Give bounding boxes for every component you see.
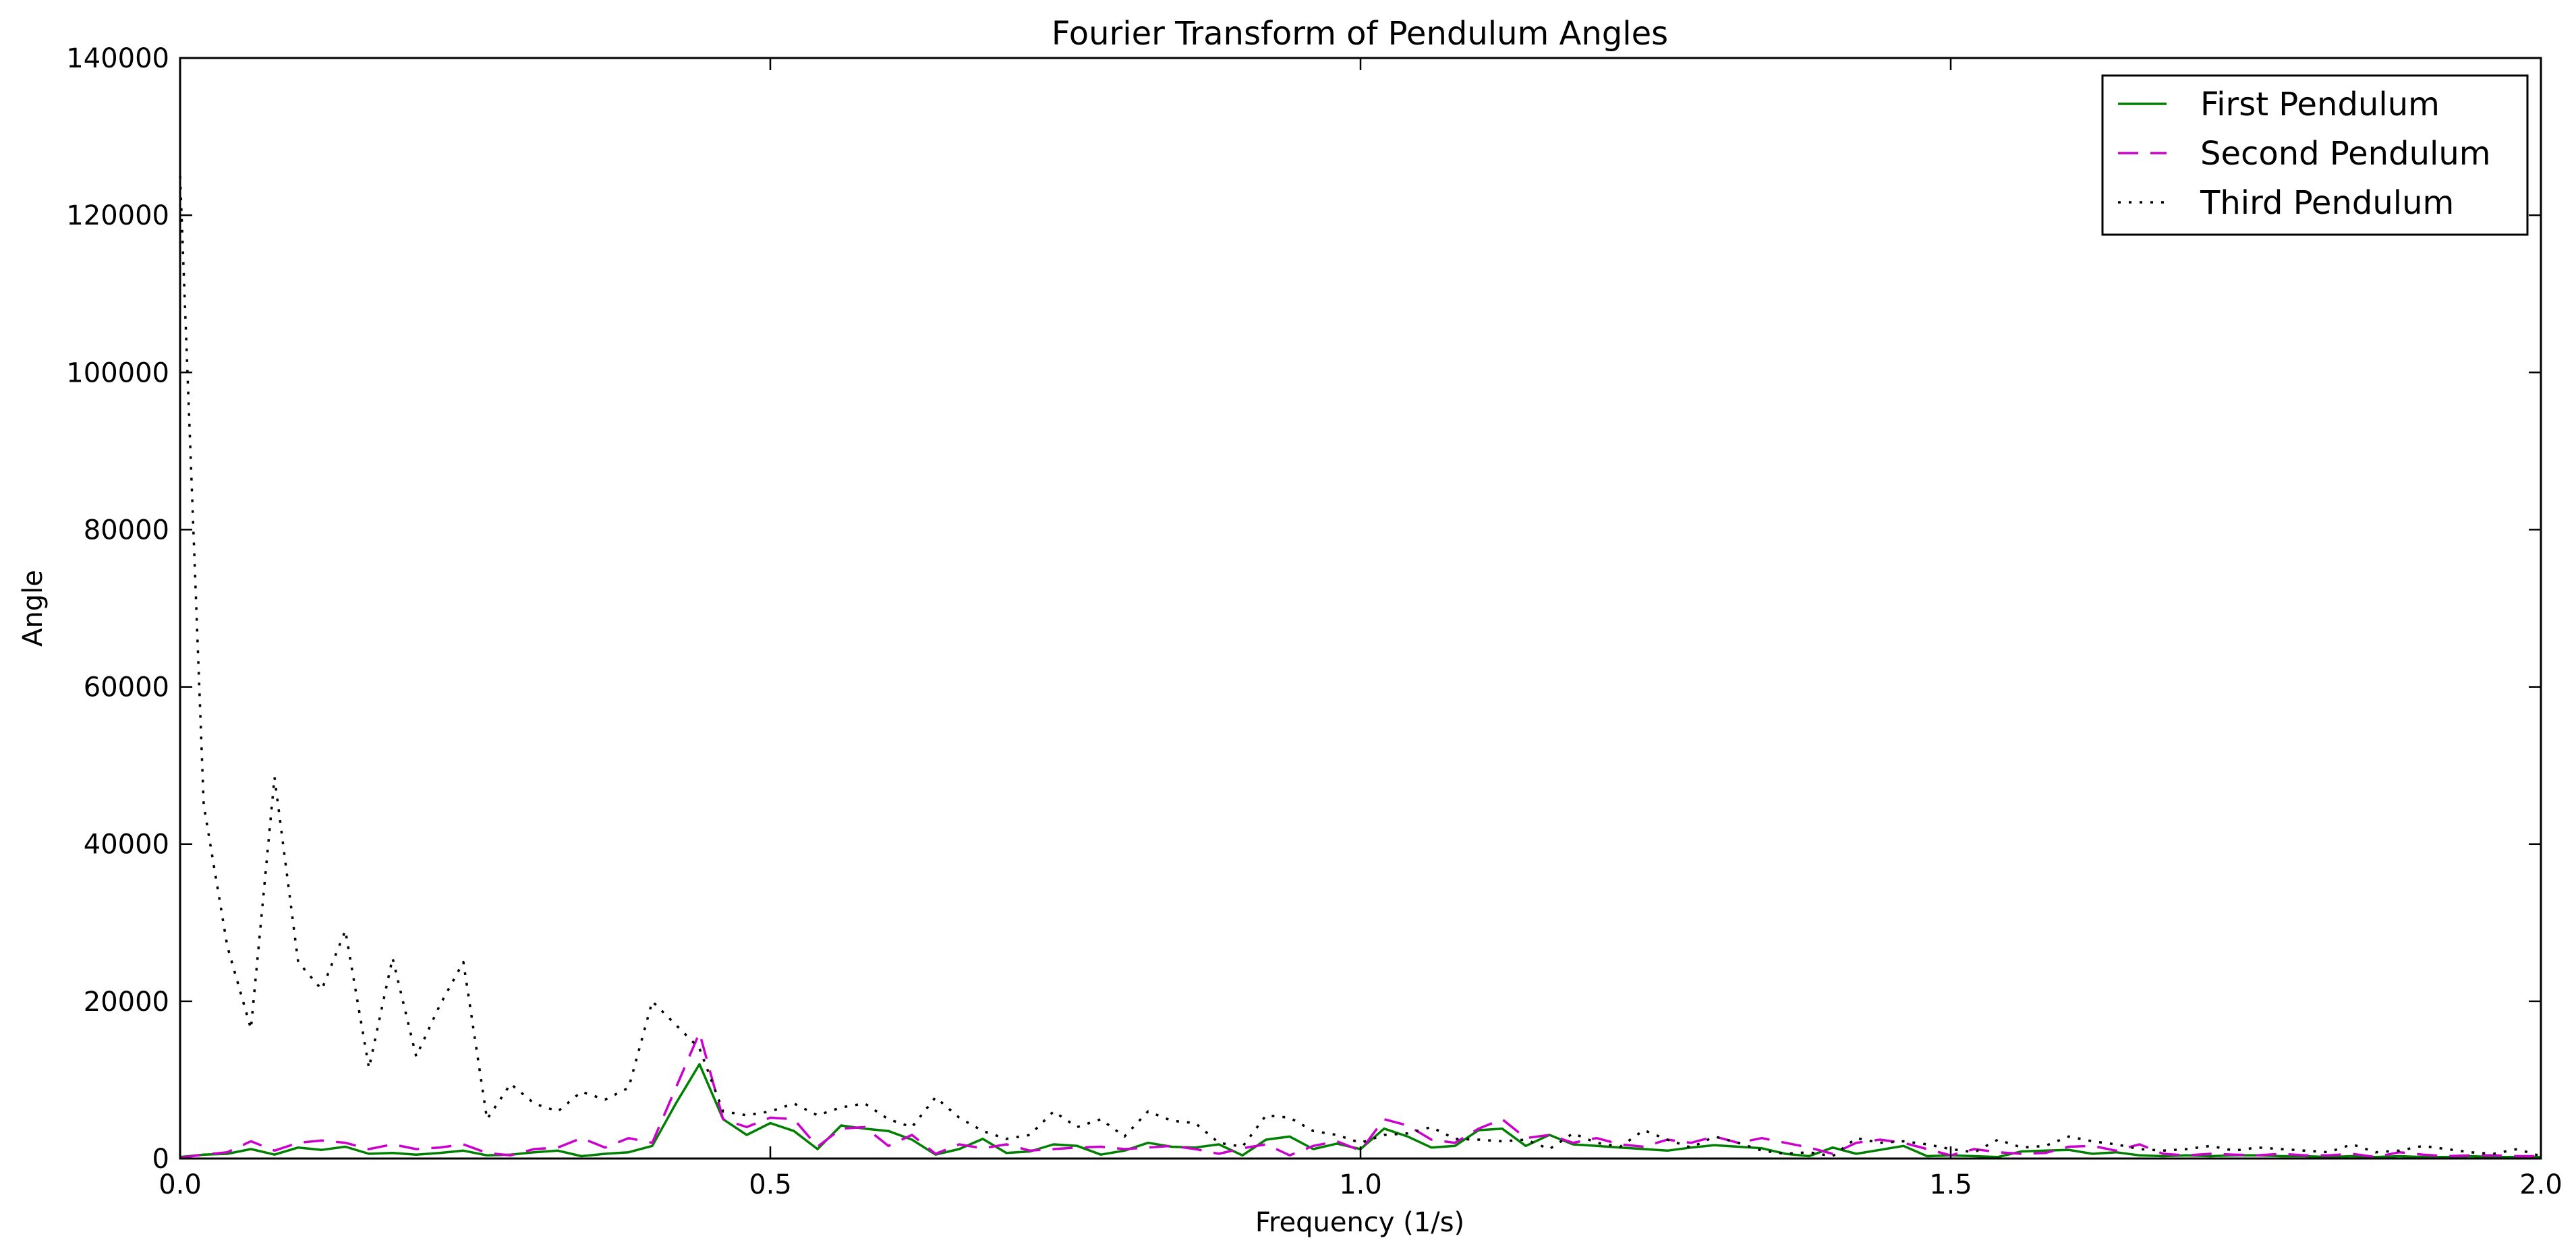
y-tick-label: 0 [152,1144,169,1175]
legend: First Pendulum Second Pendulum Third Pendu… [2101,74,2529,236]
y-tick-label: 60000 [84,672,169,703]
x-tick-label: 0.5 [749,1169,792,1200]
x-tick-label: 0.0 [159,1169,202,1200]
y-tick-label: 120000 [66,200,169,231]
chart-title: Fourier Transform of Pendulum Angles [1052,15,1668,53]
x-tick-label: 1.5 [1929,1169,1972,1200]
y-tick-label: 100000 [66,357,169,388]
y-tick-label: 80000 [84,515,169,546]
y-axis-title: Angle [18,570,49,647]
x-tick-label: 1.0 [1339,1169,1382,1200]
legend-label-2: Second Pendulum [2200,135,2491,173]
legend-label-3: Third Pendulum [2200,184,2454,222]
x-axis: 0.0 0.5 1.0 1.5 2.0 [159,58,2563,1200]
y-tick-label: 40000 [84,829,169,860]
legend-label-1: First Pendulum [2200,86,2440,123]
y-tick-label: 20000 [84,987,169,1018]
x-tick-label: 2.0 [2519,1169,2563,1200]
y-tick-label: 140000 [66,43,169,74]
x-axis-title: Frequency (1/s) [1255,1207,1464,1238]
series-line-2 [179,1031,2541,1159]
legend-box [2101,74,2529,236]
y-axis: 0 20000 40000 60000 80000 100000 120000 140000 [66,43,2541,1175]
